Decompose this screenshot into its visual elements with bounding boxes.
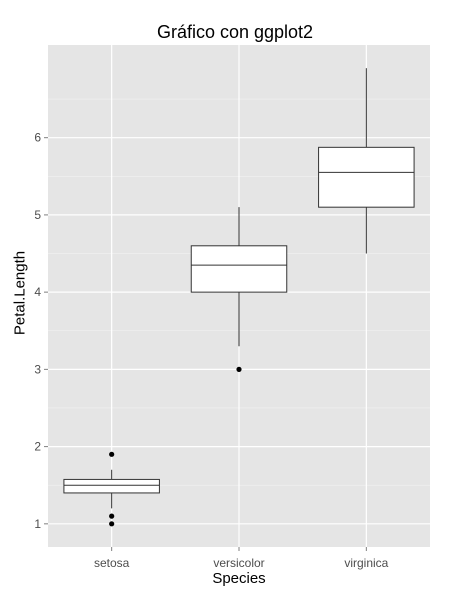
- x-tick-label: virginica: [344, 556, 388, 570]
- axis-ticks: 1 2 3 4 5 6 setosa versicolor virginica: [34, 131, 388, 570]
- x-tick-label: versicolor: [213, 556, 264, 570]
- y-tick-label: 4: [34, 285, 41, 299]
- outlier-point: [109, 451, 115, 457]
- box-body: [190, 245, 288, 293]
- y-tick-label: 6: [34, 131, 41, 145]
- outlier-point: [236, 366, 242, 372]
- outlier-point: [109, 513, 115, 519]
- y-tick-label: 2: [34, 440, 41, 454]
- box-virginica: [318, 68, 415, 254]
- box-body: [63, 478, 160, 494]
- x-tick-label: setosa: [94, 556, 130, 570]
- chart-title: Gráfico con ggplot2: [156, 22, 314, 42]
- y-tick-label: 1: [34, 517, 41, 531]
- box-body: [318, 146, 415, 208]
- chart-marks: [63, 68, 415, 527]
- box-setosa: [63, 451, 160, 527]
- y-axis-label: Petal.Length: [11, 250, 29, 336]
- box-versicolor: [190, 207, 288, 372]
- x-axis-label: Species: [212, 570, 266, 587]
- y-tick-label: 3: [34, 362, 41, 376]
- y-tick-label: 5: [34, 208, 41, 222]
- outlier-point: [109, 521, 115, 527]
